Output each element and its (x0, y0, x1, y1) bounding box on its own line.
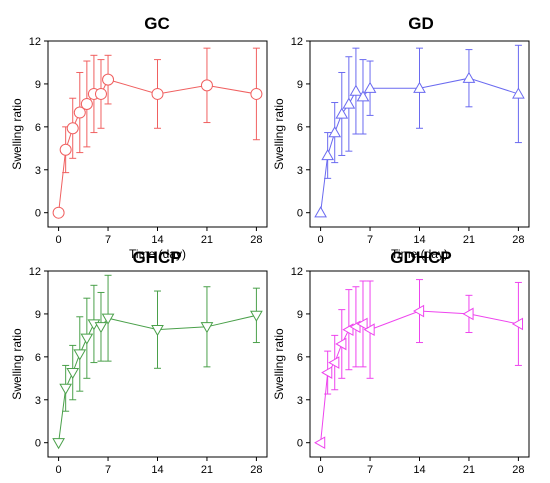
x-tick-label: 21 (463, 234, 475, 246)
data-point (462, 307, 474, 321)
data-point (335, 337, 347, 351)
y-tick-label: 3 (297, 165, 303, 177)
y-tick-label: 6 (297, 352, 303, 364)
data-point (101, 313, 115, 325)
data-point (363, 81, 377, 93)
data-point (328, 356, 340, 369)
x-tick-label: 28 (250, 234, 262, 246)
y-tick-label: 9 (35, 309, 41, 321)
data-point (151, 87, 164, 100)
data-point (349, 84, 363, 96)
y-axis-label: Swelling ratio (10, 98, 24, 170)
x-axis-label: Time (day) (129, 247, 186, 261)
y-tick-label: 6 (35, 122, 41, 134)
data-point (80, 97, 93, 110)
x-tick-label: 28 (512, 234, 524, 246)
data-point (52, 438, 65, 450)
data-point (151, 325, 164, 337)
x-tick-label: 0 (318, 234, 324, 246)
x-tick-label: 0 (318, 464, 324, 476)
y-tick-label: 0 (35, 208, 41, 220)
data-point (412, 304, 425, 318)
chart-title: GHCP (132, 248, 181, 267)
data-point (94, 87, 107, 100)
data-point (94, 322, 108, 334)
x-tick-label: 14 (151, 464, 163, 476)
x-tick-label: 14 (413, 464, 425, 476)
x-tick-label: 28 (512, 464, 524, 476)
x-tick-label: 21 (201, 464, 213, 476)
y-tick-label: 12 (291, 266, 303, 278)
data-point (102, 73, 115, 86)
y-tick-label: 6 (297, 122, 303, 134)
data-point (335, 107, 349, 119)
chart-panel-ghcp: GHCP 0 3 6 9 12 0 7 14 21 28 Time (day) Swelling rat… (10, 248, 268, 483)
data-point (59, 383, 73, 395)
data-point (363, 323, 375, 337)
y-tick-label: 12 (29, 36, 41, 48)
x-axis-label: Time (day) (391, 247, 448, 261)
x-tick-label: 21 (201, 234, 213, 246)
y-tick-label: 6 (35, 352, 41, 364)
x-tick-label: 21 (463, 464, 475, 476)
data-point (512, 87, 525, 99)
data-point (250, 87, 263, 100)
data-point (80, 333, 94, 345)
data-point (321, 366, 333, 379)
y-tick-label: 3 (35, 395, 41, 407)
data-point (200, 79, 213, 92)
chart-title: GDHCP (390, 248, 451, 267)
chart-title: GD (408, 14, 434, 33)
x-tick-label: 7 (105, 234, 111, 246)
y-axis-label: Swelling ratio (10, 328, 24, 400)
y-tick-label: 9 (297, 309, 303, 321)
data-point (314, 206, 327, 218)
y-axis-label: Swelling ratio (272, 328, 286, 400)
data-point (66, 122, 79, 135)
x-tick-label: 14 (151, 234, 163, 246)
data-point (356, 317, 368, 331)
x-tick-label: 7 (367, 464, 373, 476)
x-tick-label: 0 (56, 234, 62, 246)
data-point (321, 148, 335, 161)
y-tick-label: 9 (35, 79, 41, 91)
data-point (328, 126, 342, 138)
y-tick-label: 9 (297, 79, 303, 91)
data-point (73, 349, 87, 361)
x-tick-label: 0 (56, 464, 62, 476)
chart-title: GC (144, 14, 170, 33)
y-tick-label: 0 (297, 438, 303, 450)
x-tick-label: 14 (413, 234, 425, 246)
data-point (52, 206, 65, 219)
data-point (59, 143, 72, 156)
y-tick-label: 0 (297, 208, 303, 220)
data-point (511, 317, 524, 331)
data-point (314, 436, 326, 450)
chart-panel-gc: GC 0 3 6 9 12 0 7 14 21 28 Time (day) Swelling ratio (10, 14, 268, 261)
y-tick-label: 0 (35, 438, 41, 450)
x-tick-label: 7 (367, 234, 373, 246)
x-tick-label: 28 (250, 464, 262, 476)
x-tick-label: 7 (105, 464, 111, 476)
y-tick-label: 12 (291, 36, 303, 48)
y-tick-label: 12 (29, 266, 41, 278)
data-point (462, 71, 476, 83)
chart-panel-gdhcp: GDHCP 0 3 6 9 12 0 7 14 21 28 Time (day) Swelling ra… (272, 248, 530, 483)
data-point (342, 97, 356, 109)
data-point (73, 106, 86, 119)
y-tick-label: 3 (35, 165, 41, 177)
chart-panel-gd: GD 0 3 6 9 12 0 7 14 21 28 Time (day) Swelling ratio (272, 14, 530, 261)
y-axis-label: Swelling ratio (272, 98, 286, 170)
y-tick-label: 3 (297, 395, 303, 407)
data-point (413, 81, 426, 93)
data-point (356, 90, 370, 102)
data-point (200, 322, 214, 334)
data-point (250, 310, 263, 322)
data-point (66, 367, 80, 380)
